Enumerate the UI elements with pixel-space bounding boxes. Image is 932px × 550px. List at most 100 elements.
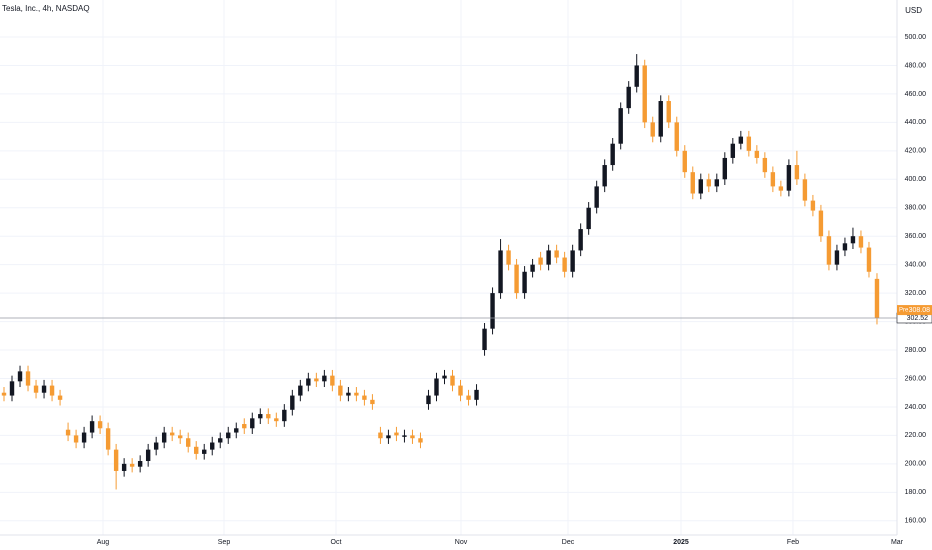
candle-body: [394, 432, 399, 436]
candle-body: [105, 428, 111, 450]
candle-body: [706, 179, 711, 187]
candle-body: [570, 250, 575, 272]
pre-tag-label: Pre: [899, 308, 909, 314]
candle-body: [129, 463, 135, 467]
pre-price-tag: [897, 305, 932, 316]
candle-body: [73, 435, 79, 443]
y-tick-label: 480.00: [905, 62, 927, 69]
candle-body: [218, 438, 223, 443]
candle-body: [202, 449, 207, 454]
x-tick-label: 2025: [673, 539, 689, 546]
candle-body: [434, 378, 439, 396]
y-tick-label: 460.00: [905, 91, 927, 98]
candle-body: [458, 385, 463, 396]
x-tick-label: Oct: [331, 539, 342, 546]
candle-body: [386, 435, 391, 439]
candle-body: [97, 421, 103, 429]
candle-body: [834, 250, 840, 265]
candle-body: [626, 86, 631, 109]
y-tick-label: 360.00: [905, 233, 927, 240]
candle-body: [89, 421, 95, 433]
candle-body: [538, 257, 543, 265]
candle-body: [354, 392, 359, 396]
candle-body: [578, 229, 583, 251]
candle-body: [290, 395, 295, 410]
x-tick-label: Nov: [455, 539, 468, 546]
candle-body: [722, 157, 728, 180]
candle-body: [506, 250, 511, 265]
y-tick-label: 260.00: [905, 375, 927, 382]
candle-body: [65, 429, 71, 436]
candle-body: [498, 250, 503, 294]
candle-body: [698, 179, 703, 194]
candle-body: [674, 122, 679, 151]
x-tick-label: Aug: [97, 539, 110, 546]
candle-body: [730, 143, 736, 158]
y-tick-label: 180.00: [905, 489, 927, 496]
candle-body: [25, 371, 31, 386]
candle-body: [322, 375, 327, 382]
candle-body: [282, 409, 287, 422]
candle-body: [482, 328, 487, 351]
grid-layer: [0, 0, 898, 535]
candle-body: [145, 449, 151, 462]
candle-body: [41, 385, 47, 393]
candle-body: [298, 385, 303, 396]
candle-body: [530, 264, 535, 272]
candle-body: [113, 449, 119, 471]
candle-body: [562, 257, 567, 272]
candle-body: [874, 278, 880, 318]
candle-body: [850, 236, 856, 244]
candle-body: [17, 371, 23, 382]
candle-body: [490, 293, 495, 329]
candle-body: [546, 250, 551, 265]
y-tick-label: 280.00: [905, 347, 927, 354]
candle-body: [634, 65, 639, 87]
candle-body: [9, 381, 15, 396]
candle-body: [81, 432, 87, 443]
x-tick-label: Sep: [218, 539, 231, 546]
y-tick-label: 400.00: [905, 176, 927, 183]
candle-body: [658, 101, 663, 137]
candle-body: [762, 157, 768, 173]
candle-body: [554, 250, 559, 258]
y-tick-label: 340.00: [905, 261, 927, 268]
candle-body: [682, 150, 687, 173]
candle-body: [802, 179, 808, 201]
candle-body: [522, 271, 527, 294]
y-tick-label: 240.00: [905, 404, 927, 411]
candle-body: [826, 236, 832, 265]
candle-body: [746, 136, 752, 151]
x-tick-label: Dec: [562, 539, 575, 546]
candle-body: [642, 65, 647, 123]
x-tick-label: Feb: [787, 539, 799, 546]
candle-body: [234, 428, 239, 433]
candle-body: [33, 385, 39, 393]
candle-body: [426, 395, 431, 405]
y-tick-label: 420.00: [905, 148, 927, 155]
x-tick-label: Mar: [891, 539, 904, 546]
candle-body: [266, 414, 271, 419]
candle-body: [418, 438, 423, 443]
candle-body: [666, 101, 671, 123]
candle-body: [121, 463, 127, 471]
y-tick-label: 320.00: [905, 290, 927, 297]
candle-body: [618, 108, 623, 144]
candle-body: [378, 432, 383, 439]
candle-body: [242, 424, 247, 429]
candle-body: [602, 165, 607, 187]
candle-body: [794, 165, 800, 180]
candle-body: [858, 236, 864, 248]
candle-body: [186, 438, 191, 447]
candle-body: [137, 461, 143, 467]
candle-body: [177, 435, 183, 439]
candle-body: [610, 143, 615, 166]
candle-body: [169, 432, 175, 436]
candle-body: [161, 432, 167, 443]
candle-body: [346, 392, 351, 396]
candle-body: [650, 122, 655, 137]
candle-body: [810, 200, 816, 211]
candle-body: [442, 375, 447, 379]
currency-label: USD: [905, 6, 922, 15]
candle-body: [49, 385, 55, 396]
